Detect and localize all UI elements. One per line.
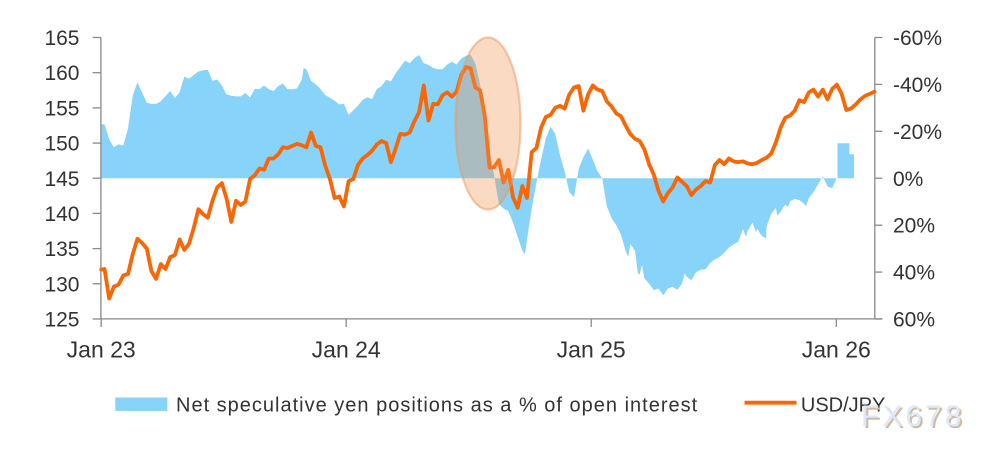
svg-text:145: 145 [44,168,79,191]
svg-text:-60%: -60% [893,27,942,50]
svg-text:USD/JPY: USD/JPY [801,395,885,417]
svg-text:150: 150 [44,133,79,156]
svg-text:Jan 25: Jan 25 [557,337,626,363]
svg-text:160: 160 [44,62,79,85]
svg-text:135: 135 [44,238,79,261]
svg-text:60%: 60% [893,309,935,332]
svg-text:0%: 0% [893,168,923,191]
svg-text:20%: 20% [893,215,935,238]
svg-text:-40%: -40% [893,74,942,97]
svg-text:Net speculative yen positions: Net speculative yen positions as a % of … [176,395,698,417]
svg-text:40%: 40% [893,262,935,285]
svg-text:125: 125 [44,309,79,332]
svg-text:FX678: FX678 [861,400,964,433]
svg-text:155: 155 [44,97,79,120]
svg-text:Jan 26: Jan 26 [802,337,871,363]
svg-text:-20%: -20% [893,121,942,144]
svg-text:165: 165 [44,27,79,50]
svg-text:130: 130 [44,273,79,296]
svg-text:140: 140 [44,203,79,226]
svg-text:Jan 23: Jan 23 [67,337,136,363]
svg-text:FX678: FX678 [863,402,966,435]
svg-text:Jan 24: Jan 24 [312,337,381,363]
